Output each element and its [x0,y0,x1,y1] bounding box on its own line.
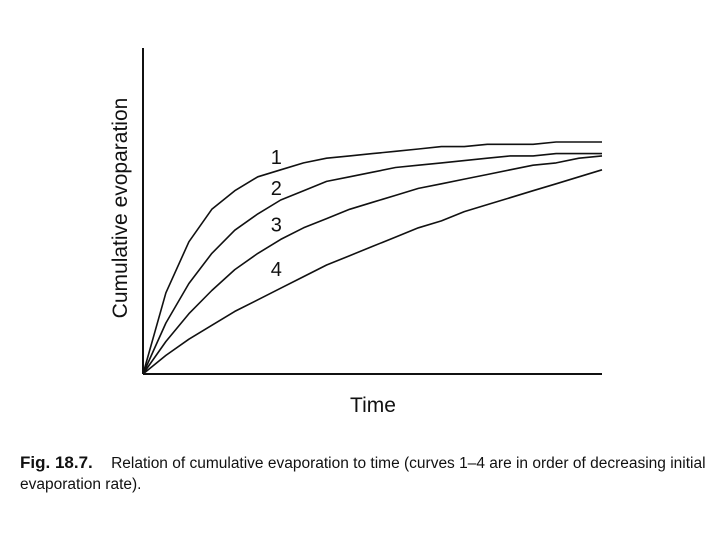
curve-label-3: 3 [271,214,282,236]
curve-labels: 1 2 3 4 [271,147,282,281]
curve-3 [142,155,603,375]
figure-caption-text: Relation of cumulative evaporation to ti… [20,455,706,493]
figure-number: Fig. 18.7. [20,453,93,472]
figure-caption: Fig. 18.7. Relation of cumulative evapor… [20,452,710,495]
x-axis-label: Time [350,394,396,417]
curve-label-1: 1 [271,147,282,169]
curve-label-2: 2 [271,178,282,200]
curve-label-4: 4 [271,259,282,281]
axes [142,48,602,375]
curve-2 [142,152,602,375]
curve-1 [142,141,602,375]
y-axis-label: Cumulative evoparation [109,98,132,319]
curve-4 [142,169,603,375]
curves [142,141,603,375]
